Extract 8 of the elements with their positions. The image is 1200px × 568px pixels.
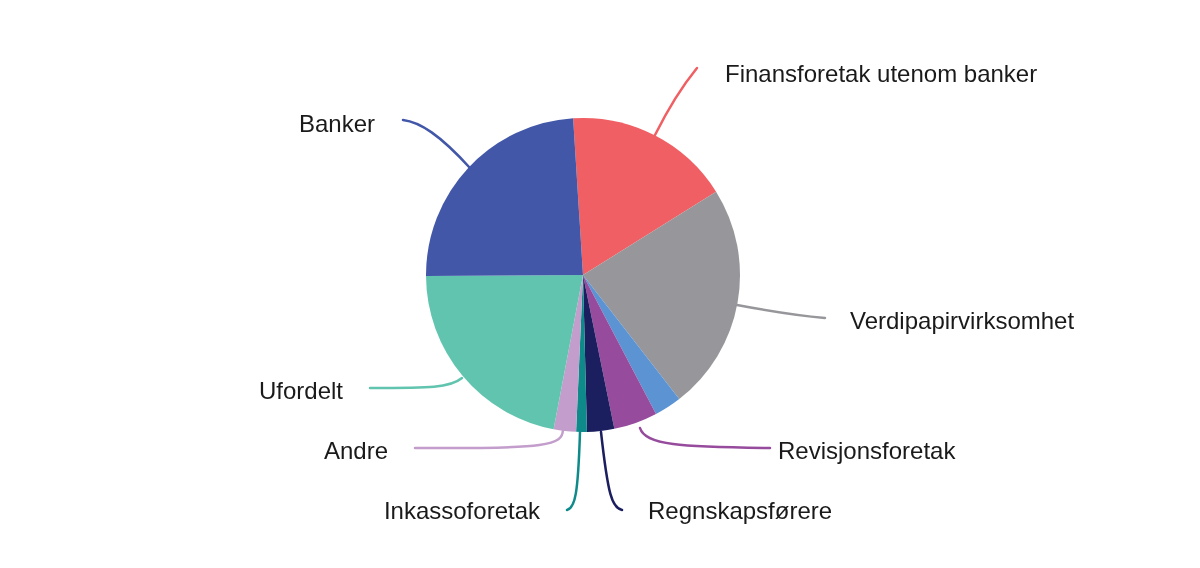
slice-label: Inkassoforetak — [383, 496, 541, 524]
slice-label: Regnskapsførere — [648, 496, 833, 524]
slice-label: Banker — [298, 109, 375, 137]
slice-label: Andre — [323, 436, 388, 464]
slice-label: Verdipapirvirksomhet — [850, 306, 1075, 334]
slice-label: Ufordelt — [258, 376, 344, 404]
slice-label: Finansforetak utenom banker — [725, 59, 1038, 87]
slice-label: Revisjonsforetak — [778, 436, 957, 464]
